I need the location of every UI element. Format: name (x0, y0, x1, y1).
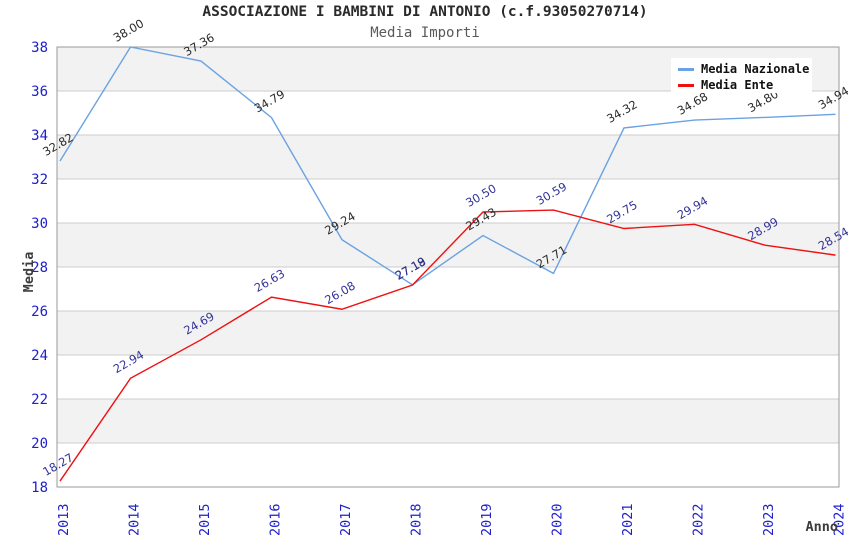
x-tick-label: 2020 (550, 503, 566, 536)
y-tick-label: 34 (31, 128, 48, 144)
value-label: 38.00 (111, 16, 147, 45)
y-tick-label: 28 (31, 260, 48, 276)
value-label: 34.32 (604, 97, 640, 126)
plot-band (57, 399, 839, 443)
y-tick-label: 24 (31, 348, 48, 364)
plot-bands (57, 47, 839, 443)
y-tick-label: 30 (31, 216, 48, 232)
x-tick-label: 2021 (620, 503, 636, 536)
value-label: 34.68 (675, 89, 711, 118)
series-line-media-ente (59, 209, 836, 482)
y-tick-label: 36 (31, 84, 48, 100)
series-lines (59, 46, 836, 482)
plot-border (56, 46, 840, 488)
y-tick-label: 20 (31, 436, 48, 452)
value-label: 26.63 (252, 266, 288, 295)
legend-item-media-nazionale: Media Nazionale (678, 61, 812, 77)
chart-subtitle: Media Importi (370, 25, 480, 41)
x-tick-label: 2013 (56, 503, 72, 536)
gridlines (57, 90, 839, 444)
value-label: 30.50 (463, 181, 499, 210)
y-tick-label: 38 (31, 40, 48, 56)
y-tick-label: 18 (31, 480, 48, 496)
plot-band (57, 135, 839, 179)
legend-label-nazionale: Media Nazionale (701, 62, 810, 76)
x-tick-label: 2016 (268, 503, 284, 536)
x-axis-tick-labels: 2013 2014 2015 2016 2017 2018 2019 2020 2021 2022… (56, 503, 848, 536)
legend: Media Nazionale Media Ente (671, 58, 812, 93)
legend-label-ente: Media Ente (701, 78, 774, 92)
x-tick-label: 2023 (761, 503, 777, 536)
legend-line-swatch-nazionale (678, 67, 694, 71)
legend-item-media-ente: Media Ente (678, 77, 812, 93)
y-axis-title: Media (21, 252, 37, 293)
series-line-media-nazionale (59, 46, 836, 286)
value-label: 30.59 (534, 179, 570, 208)
y-tick-label: 22 (31, 392, 48, 408)
y-tick-label: 32 (31, 172, 48, 188)
legend-line-swatch-ente (678, 83, 694, 87)
x-tick-label: 2014 (127, 503, 143, 536)
x-tick-label: 2015 (197, 503, 213, 536)
y-tick-label: 26 (31, 304, 48, 320)
x-axis-title: Anno (805, 519, 838, 535)
value-label: 29.75 (604, 198, 640, 227)
x-tick-label: 2017 (338, 503, 354, 536)
plot-band (57, 311, 839, 355)
value-label: 18.27 (40, 450, 76, 479)
x-tick-label: 2019 (479, 503, 495, 536)
x-tick-label: 2018 (409, 503, 425, 536)
value-label: 29.94 (675, 194, 711, 223)
y-axis-tick-labels: 38 36 34 32 30 28 26 24 22 20 18 (31, 40, 48, 496)
x-tick-label: 2022 (691, 503, 707, 536)
value-label: 26.08 (322, 278, 358, 307)
x-tick-label: 2024 (832, 503, 848, 536)
chart-title: ASSOCIAZIONE I BAMBINI DI ANTONIO (c.f.9… (202, 4, 648, 20)
